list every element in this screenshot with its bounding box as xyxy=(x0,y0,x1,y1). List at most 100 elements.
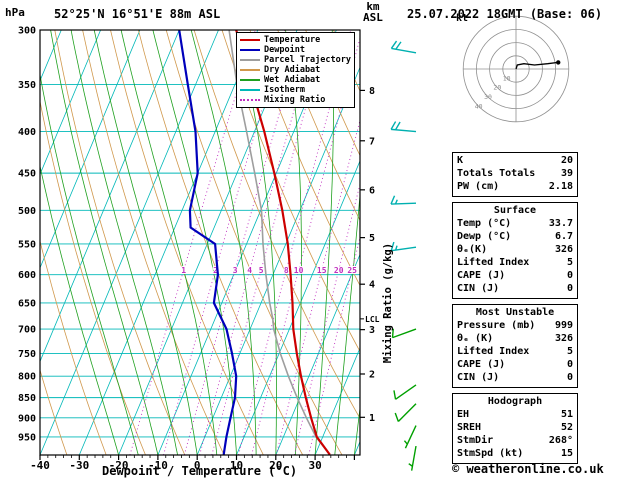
table-row: StmSpd (kt) 15 xyxy=(457,448,573,461)
wet-adiabat-line xyxy=(50,30,159,455)
table-row-label: K xyxy=(457,155,464,166)
table-row-value: 15 xyxy=(560,448,573,459)
copyright-label: © weatheronline.co.uk xyxy=(452,462,604,476)
dry-adiabat-line xyxy=(40,99,146,455)
mixing-ratio-line xyxy=(293,182,360,455)
table-row-value: 20 xyxy=(560,155,573,166)
x-axis-title: Dewpoint / Temperature (°C) xyxy=(102,464,298,478)
mixing-ratio-value-label: 20 xyxy=(334,266,344,275)
pressure-tick-label: 600 xyxy=(18,270,36,281)
legend-item-label: Dewpoint xyxy=(264,44,305,55)
mixing-ratio-value-label: 25 xyxy=(347,266,357,275)
pressure-unit-label: hPa xyxy=(5,6,25,19)
indices-panel: K 20 Totals Totals 39 PW (cm) 2.18 Surface Temp… xyxy=(452,152,578,469)
pressure-tick-label: 800 xyxy=(18,372,36,383)
chart-axes: 3003504004505005506006507007508008509009… xyxy=(18,26,380,473)
dry-adiabat-line xyxy=(277,30,360,222)
temp-tick-label: -40 xyxy=(30,459,50,472)
wind-barb xyxy=(394,403,417,422)
table-row: PW (cm) 2.18 xyxy=(457,181,573,194)
mixing-ratio-value-label: 15 xyxy=(317,266,327,275)
table-row-label: CIN (J) xyxy=(457,372,500,383)
km-tick-label: 4 xyxy=(369,280,375,291)
mixing-ratio-value-label: 4 xyxy=(247,266,252,275)
table-title: Most Unstable xyxy=(475,307,555,318)
dewpoint-profile-line xyxy=(178,30,238,455)
hodograph-ring xyxy=(475,29,556,109)
table-row-value: 326 xyxy=(554,333,573,344)
legend-item: Isotherm xyxy=(240,85,351,95)
wind-barb xyxy=(390,195,417,205)
table-title: Surface xyxy=(493,205,537,216)
dry-adiabat-line xyxy=(221,30,360,353)
wet-adiabat-line xyxy=(70,30,178,455)
temp-tick-label: 0 xyxy=(194,459,201,472)
table-row: K 20 xyxy=(457,155,573,168)
table-row-label: Totals Totals xyxy=(457,168,536,179)
dry-adiabat-line xyxy=(40,239,107,455)
hodograph-table: Hodograph EH 51 SREH 52 StmDir 268° StmSpd (kt)… xyxy=(452,393,578,464)
km-tick-label: 2 xyxy=(369,369,375,380)
mixing-ratio-value-label: 3 xyxy=(233,266,238,275)
table-row-value: 5 xyxy=(566,346,573,357)
km-tick-label: 7 xyxy=(369,136,375,147)
isotherm-line xyxy=(275,253,360,455)
wind-barb xyxy=(390,40,417,54)
table-row-value: 5 xyxy=(566,257,573,268)
wet-adiabat-line xyxy=(40,164,119,455)
wind-barb xyxy=(390,121,417,133)
plot-frame xyxy=(39,29,361,456)
wet-adiabat-line xyxy=(334,190,360,455)
mixing-ratio-value-label: 5 xyxy=(259,266,264,275)
mixing-ratio-line xyxy=(275,118,360,455)
legend-item: Temperature xyxy=(240,35,351,45)
wind-barb xyxy=(393,384,417,400)
table-row: EH 51 xyxy=(457,409,573,422)
pressure-tick-label: 400 xyxy=(18,127,36,138)
altitude-axis-unit: km ASL xyxy=(363,1,383,23)
hodograph-ring-label: 40 xyxy=(475,102,483,110)
mixing-ratio-line xyxy=(308,235,360,455)
dry-adiabat-line xyxy=(305,30,360,157)
mixing-ratio-value-label: 8 xyxy=(284,266,289,275)
table-row-value: 268° xyxy=(548,435,573,446)
table-row-value: 2.18 xyxy=(548,181,573,192)
table-row: Lifted Index 5 xyxy=(457,346,573,359)
mixing-ratio-value-label: 10 xyxy=(294,266,304,275)
pressure-tick-label: 950 xyxy=(18,432,36,443)
legend-item: Parcel Trajectory xyxy=(240,55,351,65)
table-row-label: Lifted Index xyxy=(457,257,530,268)
legend-item-label: Parcel Trajectory xyxy=(264,54,351,65)
wet-adiabat-line xyxy=(40,72,139,455)
altitude-unit-km: km xyxy=(366,0,380,13)
table-row-label: θₑ(K) xyxy=(457,244,488,255)
pressure-tick-label: 300 xyxy=(18,26,36,37)
pressure-tick-label: 700 xyxy=(18,325,36,336)
legend-line-sample xyxy=(240,39,260,41)
wet-adiabat-line xyxy=(235,30,277,455)
legend-line-sample xyxy=(240,89,260,91)
km-tick-label: 1 xyxy=(369,413,375,424)
pressure-tick-label: 500 xyxy=(18,206,36,217)
table-row-label: Temp (°C) xyxy=(457,218,512,229)
temp-tick-label: 20 xyxy=(269,459,282,472)
dry-adiabat-line xyxy=(138,30,304,455)
table-title: Hodograph xyxy=(487,396,543,407)
legend-line-sample xyxy=(240,49,260,51)
legend-line-sample xyxy=(240,99,260,101)
hodograph-ring-label: 30 xyxy=(484,93,492,101)
pressure-tick-label: 450 xyxy=(18,169,36,180)
dry-adiabat-line xyxy=(193,30,360,420)
km-tick-label: 8 xyxy=(369,86,375,97)
hodograph-trace-endpoint xyxy=(556,60,561,65)
table-row-value: 999 xyxy=(554,320,573,331)
legend-item: Dewpoint xyxy=(240,45,351,55)
dry-adiabat-line xyxy=(249,30,360,287)
table-row-label: Pressure (mb) xyxy=(457,320,536,331)
table-row: Lifted Index 5 xyxy=(457,257,573,270)
wet-adiabat-line xyxy=(190,30,257,455)
wind-barb xyxy=(403,425,417,449)
wet-adiabat-line xyxy=(93,30,198,455)
